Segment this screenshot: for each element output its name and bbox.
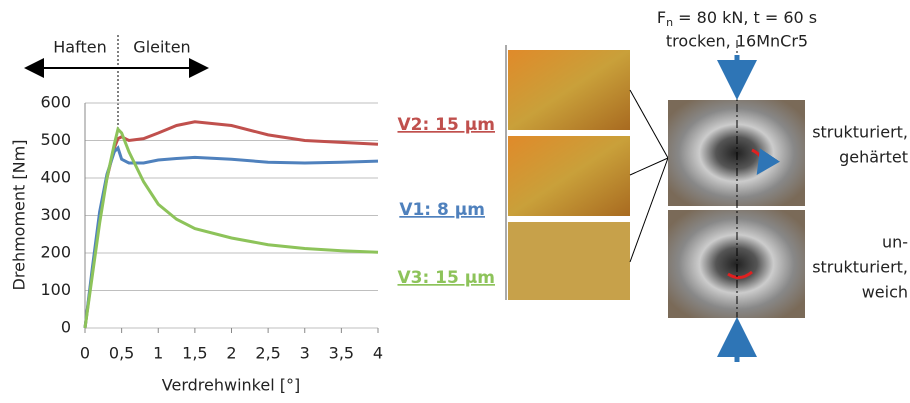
surface-image [508, 50, 630, 130]
y-tick-label: 300 [40, 205, 71, 224]
x-tick-label: 2 [226, 344, 236, 363]
phase-label: Gleiten [133, 38, 190, 57]
connector [630, 90, 668, 158]
x-tick-label: 2,5 [255, 344, 280, 363]
x-tick-label: 3,5 [329, 344, 354, 363]
y-tick-label: 500 [40, 130, 71, 149]
figure: Drehmoment [Nm] Verdrehwinkel [°] Haften… [0, 0, 910, 403]
legend-label: V1: 8 µm [399, 200, 485, 220]
phase-label: Haften [53, 38, 106, 57]
y-tick-label: 600 [40, 93, 71, 112]
photo-label: un- [882, 233, 908, 252]
x-tick-label: 0,5 [109, 344, 134, 363]
conditions: trocken, 16MnCr5 [666, 32, 808, 51]
photo-label: gehärtet [839, 148, 908, 167]
y-tick-label: 400 [40, 168, 71, 187]
y-axis-label: Drehmoment [Nm] [10, 140, 29, 291]
x-tick-label: 1,5 [182, 344, 207, 363]
surface-image [508, 222, 630, 300]
y-tick-label: 0 [61, 318, 71, 337]
y-tick-label: 200 [40, 243, 71, 262]
surface-image [508, 136, 630, 216]
y-tick-label: 100 [40, 280, 71, 299]
x-tick-label: 4 [373, 344, 383, 363]
legend-label: V3: 15 µm [397, 268, 495, 288]
connector [630, 158, 668, 262]
photo-label: strukturiert, [812, 123, 908, 142]
x-axis-label: Verdrehwinkel [°] [162, 376, 300, 395]
x-tick-label: 3 [300, 344, 310, 363]
x-tick-label: 0 [80, 344, 90, 363]
x-tick-label: 1 [153, 344, 163, 363]
conditions: Fn = 80 kN, t = 60 s [657, 8, 817, 30]
photo-label: weich [862, 283, 908, 302]
photo-label: strukturiert, [812, 258, 908, 277]
legend-label: V2: 15 µm [397, 115, 495, 135]
